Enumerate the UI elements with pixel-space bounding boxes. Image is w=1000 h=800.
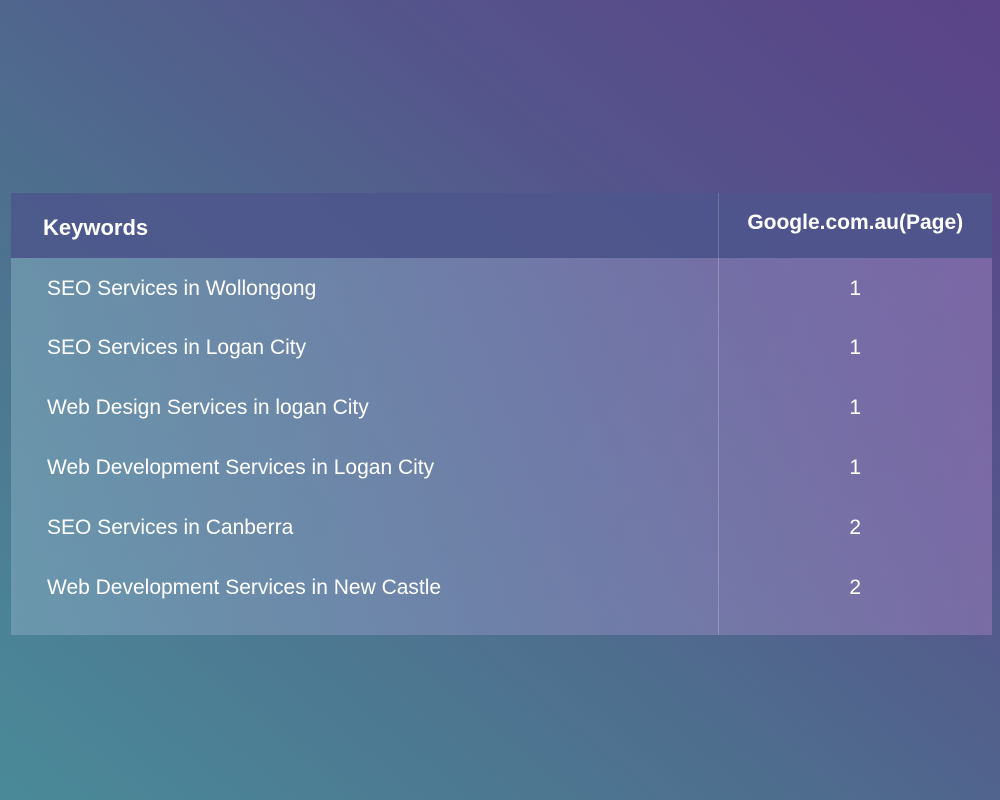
- spacer-cell: [11, 618, 718, 635]
- page-cell: 2: [717, 558, 992, 618]
- page-cell: 1: [717, 438, 992, 498]
- keyword-cell: SEO Services in Canberra: [47, 516, 294, 539]
- spacer-cell: [717, 618, 992, 635]
- keyword-ranking-table: Keywords Google.com.au(Page) SEO Service…: [11, 193, 992, 635]
- page-cell: 1: [717, 378, 992, 438]
- table-row: SEO Services in Canberra 2: [11, 498, 992, 558]
- keyword-cell: Web Development Services in New Castle: [47, 576, 442, 599]
- keyword-cell: Web Development Services in Logan City: [47, 456, 435, 479]
- column-header-keywords: Keywords: [43, 214, 149, 240]
- table-row: Web Development Services in New Castle 2: [11, 558, 992, 618]
- table-row: Web Design Services in logan City 1: [11, 378, 992, 438]
- keyword-cell: SEO Services in Logan City: [47, 336, 307, 359]
- table-row: SEO Services in Logan City 1: [11, 318, 992, 378]
- page-cell: 2: [717, 498, 992, 558]
- table-row: Web Development Services in Logan City 1: [11, 438, 992, 498]
- table-row: SEO Services in Wollongong 1: [11, 258, 992, 318]
- keyword-cell: Web Design Services in logan City: [47, 396, 369, 419]
- table-header-row: Keywords Google.com.au(Page): [11, 193, 992, 258]
- table-bottom-padding: [11, 618, 992, 635]
- page-cell: 1: [717, 318, 992, 378]
- keyword-cell: SEO Services in Wollongong: [47, 277, 317, 300]
- column-header-google-page: Google.com.au(Page): [717, 193, 992, 258]
- page-cell: 1: [717, 258, 992, 318]
